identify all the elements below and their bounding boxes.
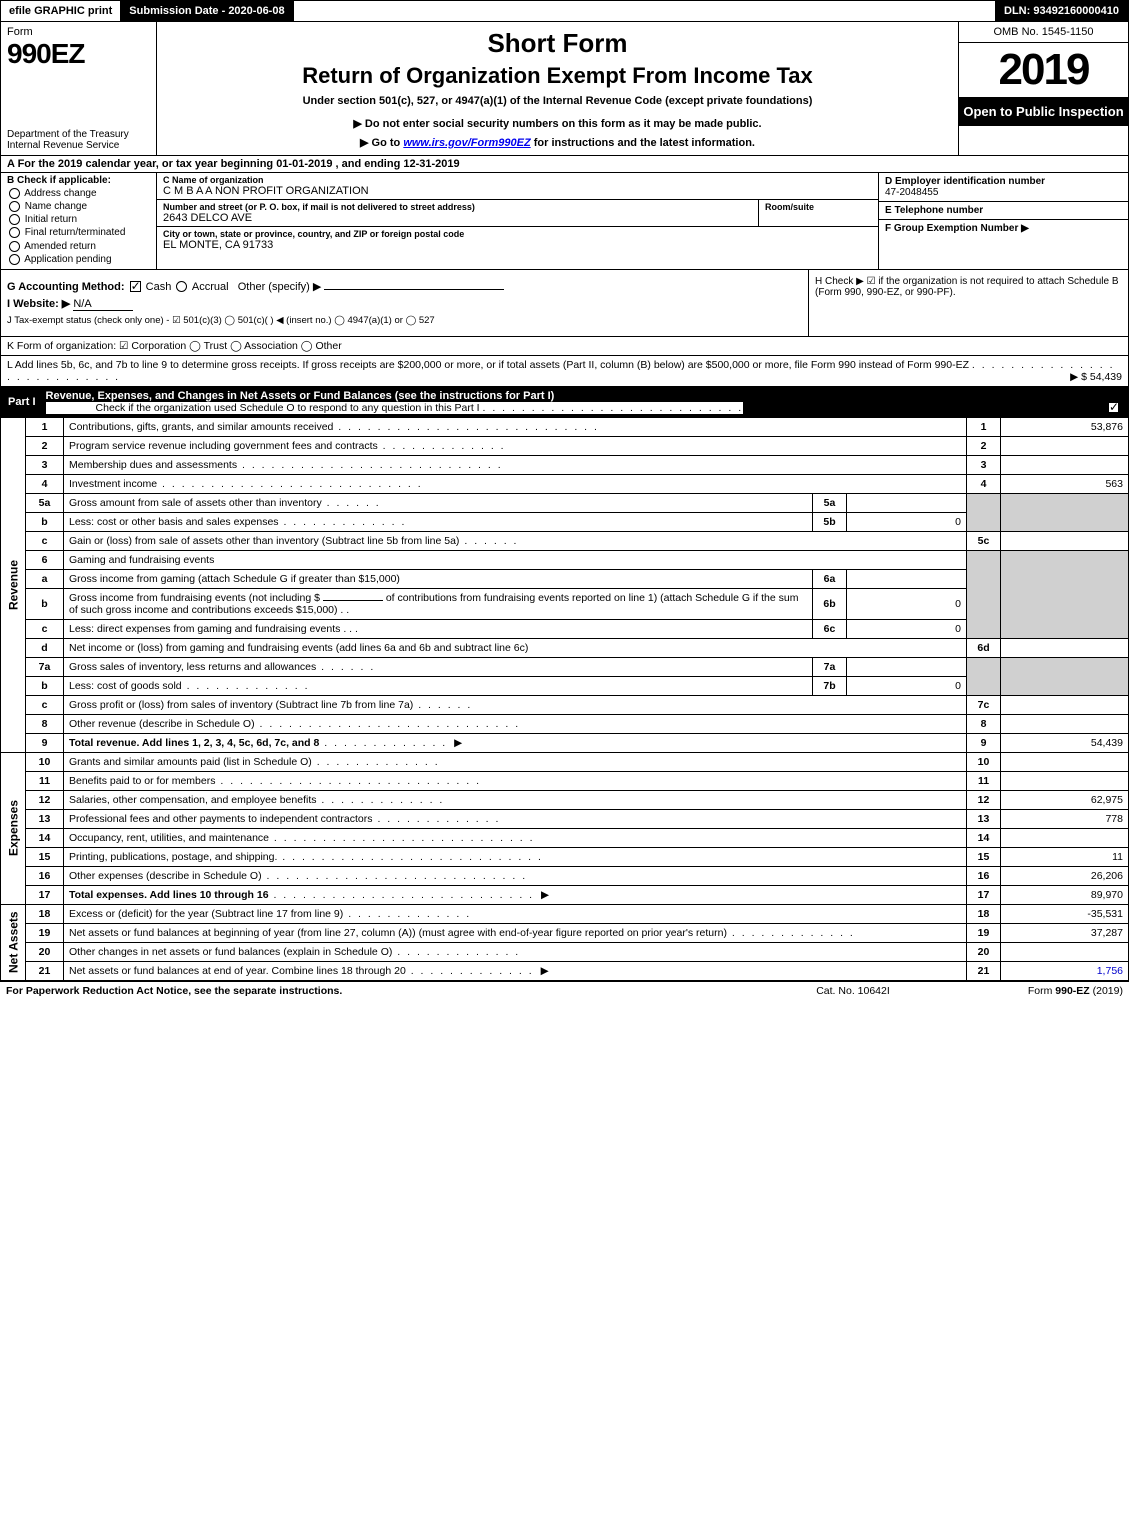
row-gh: G Accounting Method: Cash Accrual Other … — [0, 270, 1129, 337]
line-15-amt: 11 — [1001, 847, 1129, 866]
part1-table: Revenue 1 Contributions, gifts, grants, … — [0, 417, 1129, 981]
box-b: B Check if applicable: Address change Na… — [1, 173, 157, 269]
box-e: E Telephone number — [879, 202, 1128, 220]
chk-application-pending[interactable]: Application pending — [7, 254, 150, 265]
chk-final-return[interactable]: Final return/terminated — [7, 227, 150, 238]
city: EL MONTE, CA 91733 — [163, 239, 872, 251]
row-i: I Website: ▶ N/A — [7, 297, 802, 311]
revenue-section-label: Revenue — [1, 417, 26, 752]
box-d: D Employer identification number 47-2048… — [879, 173, 1128, 202]
line-14-amt — [1001, 828, 1129, 847]
irs-link[interactable]: www.irs.gov/Form990EZ — [403, 137, 530, 149]
ein: 47-2048455 — [885, 187, 938, 198]
line-20-amt — [1001, 942, 1129, 961]
line-7a-val — [847, 657, 967, 676]
paperwork-notice: For Paperwork Reduction Act Notice, see … — [6, 985, 763, 997]
line-6b-val: 0 — [847, 588, 967, 619]
line-5b-val: 0 — [847, 512, 967, 531]
goto-line: ▶ Go to www.irs.gov/Form990EZ for instru… — [167, 136, 948, 149]
open-to-public: Open to Public Inspection — [959, 98, 1128, 126]
tax-year: 2019 — [959, 43, 1128, 98]
line-6a-val — [847, 569, 967, 588]
box-f: F Group Exemption Number ▶ — [879, 220, 1128, 269]
entity-info-block: B Check if applicable: Address change Na… — [0, 173, 1129, 270]
website: N/A — [73, 298, 133, 311]
line-18-amt: -35,531 — [1001, 904, 1129, 923]
form-number: 990EZ — [7, 38, 150, 70]
chk-name-change[interactable]: Name change — [7, 201, 150, 212]
chk-amended-return[interactable]: Amended return — [7, 241, 150, 252]
expenses-section-label: Expenses — [1, 752, 26, 904]
line-6c-val: 0 — [847, 619, 967, 638]
form-header: Form 990EZ Department of the Treasury In… — [0, 22, 1129, 156]
cat-no: Cat. No. 10642I — [763, 985, 943, 997]
row-h: H Check ▶ ☑ if the organization is not r… — [808, 270, 1128, 336]
line-6d-amt — [1001, 638, 1129, 657]
line-3-amt — [1001, 455, 1129, 474]
row-g: G Accounting Method: Cash Accrual Other … — [7, 280, 802, 293]
header-right: OMB No. 1545-1150 2019 Open to Public In… — [958, 22, 1128, 155]
gross-receipts: ▶ $ 54,439 — [1070, 371, 1122, 383]
line-5a-val — [847, 493, 967, 512]
part1-title: Revenue, Expenses, and Changes in Net As… — [46, 390, 555, 402]
part1-label: Part I — [8, 396, 36, 408]
header-mid: Short Form Return of Organization Exempt… — [157, 22, 958, 155]
part1-header: Part I Revenue, Expenses, and Changes in… — [0, 387, 1129, 417]
part1-sub: Check if the organization used Schedule … — [46, 402, 744, 414]
line-17-amt: 89,970 — [1001, 885, 1129, 904]
city-box: City or town, state or province, country… — [157, 227, 878, 253]
under-section: Under section 501(c), 527, or 4947(a)(1)… — [167, 95, 948, 107]
street: 2643 DELCO AVE — [163, 212, 752, 224]
line-10-amt — [1001, 752, 1129, 771]
line-1-num: 1 — [26, 417, 64, 436]
short-form-title: Short Form — [167, 28, 948, 59]
line-7c-amt — [1001, 695, 1129, 714]
dln: DLN: 93492160000410 — [996, 1, 1128, 21]
efile-print[interactable]: efile GRAPHIC print — [1, 1, 121, 21]
line-13-amt: 778 — [1001, 809, 1129, 828]
org-name-box: C Name of organization C M B A A NON PRO… — [157, 173, 878, 200]
line-7b-val: 0 — [847, 676, 967, 695]
header-left: Form 990EZ Department of the Treasury In… — [1, 22, 157, 155]
chk-initial-return[interactable]: Initial return — [7, 214, 150, 225]
row-l: L Add lines 5b, 6c, and 7b to line 9 to … — [0, 356, 1129, 387]
chk-address-change[interactable]: Address change — [7, 188, 150, 199]
form-label: Form — [7, 26, 150, 38]
netassets-section-label: Net Assets — [1, 904, 26, 980]
box-c: C Name of organization C M B A A NON PRO… — [157, 173, 878, 269]
street-box: Number and street (or P. O. box, if mail… — [157, 200, 758, 226]
line-21-amt: 1,756 — [1001, 961, 1129, 980]
chk-cash[interactable] — [130, 281, 141, 292]
submission-date: Submission Date - 2020-06-08 — [121, 1, 293, 21]
do-not-enter: ▶ Do not enter social security numbers o… — [167, 117, 948, 130]
room-suite-box: Room/suite — [758, 200, 878, 226]
page-footer: For Paperwork Reduction Act Notice, see … — [0, 981, 1129, 1000]
line-5c-amt — [1001, 531, 1129, 550]
line-4-amt: 563 — [1001, 474, 1129, 493]
part1-sched-o-chk[interactable] — [1108, 402, 1119, 413]
line-2-amt — [1001, 436, 1129, 455]
omb-number: OMB No. 1545-1150 — [959, 22, 1128, 43]
box-b-title: B Check if applicable: — [7, 175, 111, 186]
row-k: K Form of organization: ☑ Corporation ◯ … — [0, 337, 1129, 356]
department: Department of the Treasury Internal Reve… — [7, 129, 150, 151]
line-16-amt: 26,206 — [1001, 866, 1129, 885]
return-title: Return of Organization Exempt From Incom… — [167, 63, 948, 89]
chk-accrual[interactable] — [176, 281, 187, 292]
row-a-tax-year: A For the 2019 calendar year, or tax yea… — [0, 156, 1129, 173]
line-11-amt — [1001, 771, 1129, 790]
top-bar: efile GRAPHIC print Submission Date - 20… — [0, 0, 1129, 22]
line-9-amt: 54,439 — [1001, 733, 1129, 752]
form-ref: Form 990-EZ (2019) — [943, 985, 1123, 997]
topbar-spacer — [294, 1, 996, 21]
row-j: J Tax-exempt status (check only one) - ☑… — [7, 315, 802, 326]
line-19-amt: 37,287 — [1001, 923, 1129, 942]
box-def: D Employer identification number 47-2048… — [878, 173, 1128, 269]
line-8-amt — [1001, 714, 1129, 733]
line-1-amt: 53,876 — [1001, 417, 1129, 436]
org-name: C M B A A NON PROFIT ORGANIZATION — [163, 185, 872, 197]
line-12-amt: 62,975 — [1001, 790, 1129, 809]
